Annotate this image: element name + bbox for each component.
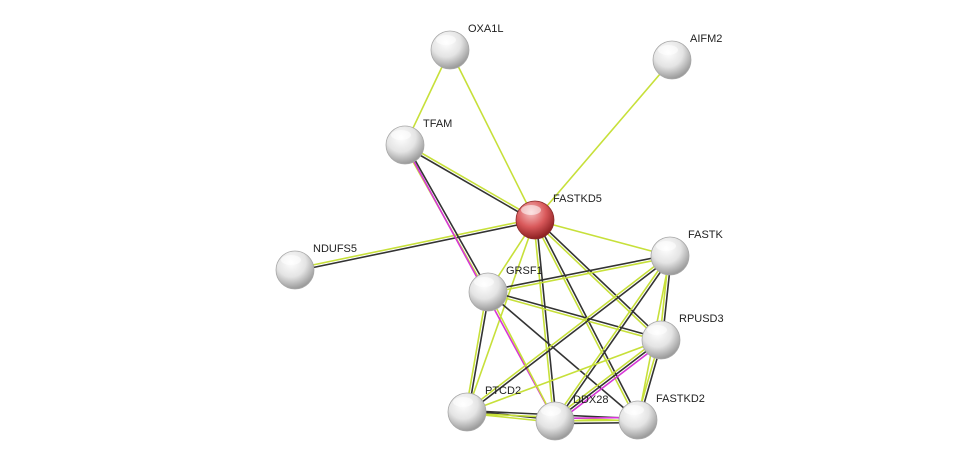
- node-AIFM2[interactable]: AIFM2: [652, 33, 722, 80]
- node-label: FASTKD5: [553, 193, 602, 205]
- node-FASTKD2[interactable]: FASTKD2: [618, 393, 705, 440]
- node-highlight: [436, 35, 456, 45]
- nodes-layer: OXA1L AIFM2 TFAM FASTKD5 FASTK NDUFS5 GRSF1 RPU…: [275, 23, 724, 441]
- edge-FASTKD5-AIFM2-textmining[interactable]: [534, 59, 673, 221]
- node-PTCD2[interactable]: PTCD2: [447, 385, 521, 432]
- edge-FASTKD5-OXA1L-textmining[interactable]: [449, 49, 536, 221]
- node-highlight: [474, 277, 494, 287]
- node-label: DDX28: [573, 394, 608, 406]
- node-label: NDUFS5: [313, 243, 357, 255]
- node-label: PTCD2: [485, 385, 521, 397]
- edge-FASTKD5-RPUSD3-coexpression[interactable]: [535, 218, 663, 340]
- edge-FASTK-DDX28-coexpression[interactable]: [555, 256, 672, 423]
- edge-FASTK-DDX28-textmining[interactable]: [553, 254, 670, 421]
- node-TFAM[interactable]: TFAM: [385, 118, 452, 165]
- edge-FASTKD5-NDUFS5-textmining[interactable]: [294, 217, 535, 270]
- node-GRSF1[interactable]: GRSF1: [468, 265, 543, 312]
- edge-FASTKD5-DDX28-textmining[interactable]: [532, 220, 555, 422]
- edge-GRSF1-DDX28-textmining[interactable]: [487, 291, 556, 422]
- node-DDX28[interactable]: DDX28: [535, 394, 608, 441]
- node-highlight: [281, 255, 301, 265]
- edge-GRSF1-FASTK-textmining[interactable]: [488, 256, 671, 295]
- node-label: FASTKD2: [656, 393, 705, 405]
- node-label: FASTK: [688, 229, 724, 241]
- edge-FASTKD5-RPUSD3-textmining[interactable]: [533, 220, 661, 342]
- edge-FASTK-PTCD2-coexpression[interactable]: [467, 256, 672, 414]
- node-highlight: [541, 406, 561, 416]
- node-highlight: [521, 205, 541, 215]
- edge-GRSF1-FASTK-coexpression[interactable]: [487, 253, 670, 292]
- edge-FASTKD5-TFAM-coexpression[interactable]: [403, 145, 535, 222]
- edge-FASTKD5-FASTKD2-coexpression[interactable]: [535, 219, 640, 420]
- node-label: RPUSD3: [679, 313, 724, 325]
- node-FASTKD5[interactable]: FASTKD5: [515, 193, 602, 240]
- edge-GRSF1-PTCD2-coexpression[interactable]: [467, 292, 491, 413]
- node-label: OXA1L: [468, 23, 503, 35]
- node-highlight: [658, 45, 678, 55]
- node-label: TFAM: [423, 118, 452, 130]
- edge-RPUSD3-DDX28-coexpression[interactable]: [554, 339, 662, 422]
- node-highlight: [391, 130, 411, 140]
- edge-GRSF1-RPUSD3-coexpression[interactable]: [488, 289, 662, 340]
- edges-layer: [294, 49, 673, 425]
- edge-RPUSD3-DDX28-experiments[interactable]: [556, 341, 664, 424]
- edge-RPUSD3-PTCD2-textmining[interactable]: [466, 339, 662, 413]
- node-highlight: [453, 397, 473, 407]
- node-label: AIFM2: [690, 33, 722, 45]
- edge-FASTKD5-NDUFS5-coexpression[interactable]: [295, 220, 536, 273]
- node-label: GRSF1: [506, 265, 543, 277]
- edge-RPUSD3-DDX28-textmining[interactable]: [552, 337, 660, 420]
- node-NDUFS5[interactable]: NDUFS5: [275, 243, 357, 290]
- edge-FASTK-PTCD2-textmining[interactable]: [465, 254, 670, 412]
- node-RPUSD3[interactable]: RPUSD3: [641, 313, 724, 360]
- edge-FASTKD5-FASTK-textmining[interactable]: [534, 219, 671, 257]
- edge-GRSF1-RPUSD3-textmining[interactable]: [487, 292, 661, 343]
- edge-GRSF1-PTCD2-textmining[interactable]: [464, 291, 488, 412]
- edge-TFAM-GRSF1-coexpression[interactable]: [405, 143, 490, 292]
- node-OXA1L[interactable]: OXA1L: [430, 23, 503, 70]
- edge-FASTKD5-TFAM-textmining[interactable]: [405, 143, 537, 220]
- node-FASTK[interactable]: FASTK: [650, 229, 724, 276]
- node-highlight: [624, 405, 644, 415]
- edge-FASTKD5-DDX28-coexpression[interactable]: [535, 219, 558, 421]
- edge-GRSF1-FASTKD2-coexpression[interactable]: [487, 291, 639, 421]
- node-highlight: [647, 325, 667, 335]
- node-highlight: [656, 241, 676, 251]
